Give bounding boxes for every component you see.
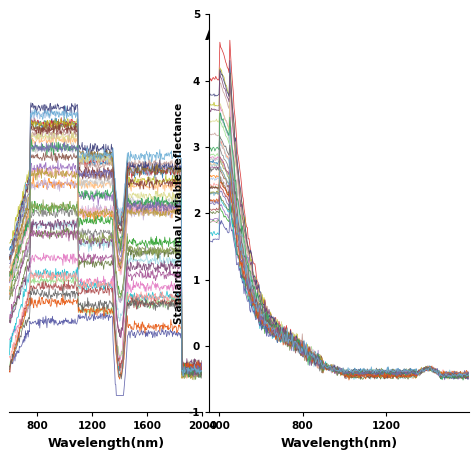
X-axis label: Wavelength(nm): Wavelength(nm) xyxy=(281,437,398,450)
X-axis label: Wavelength(nm): Wavelength(nm) xyxy=(47,437,164,450)
Y-axis label: Standard normal variable reflectance: Standard normal variable reflectance xyxy=(174,103,184,324)
Text: A: A xyxy=(205,26,219,44)
